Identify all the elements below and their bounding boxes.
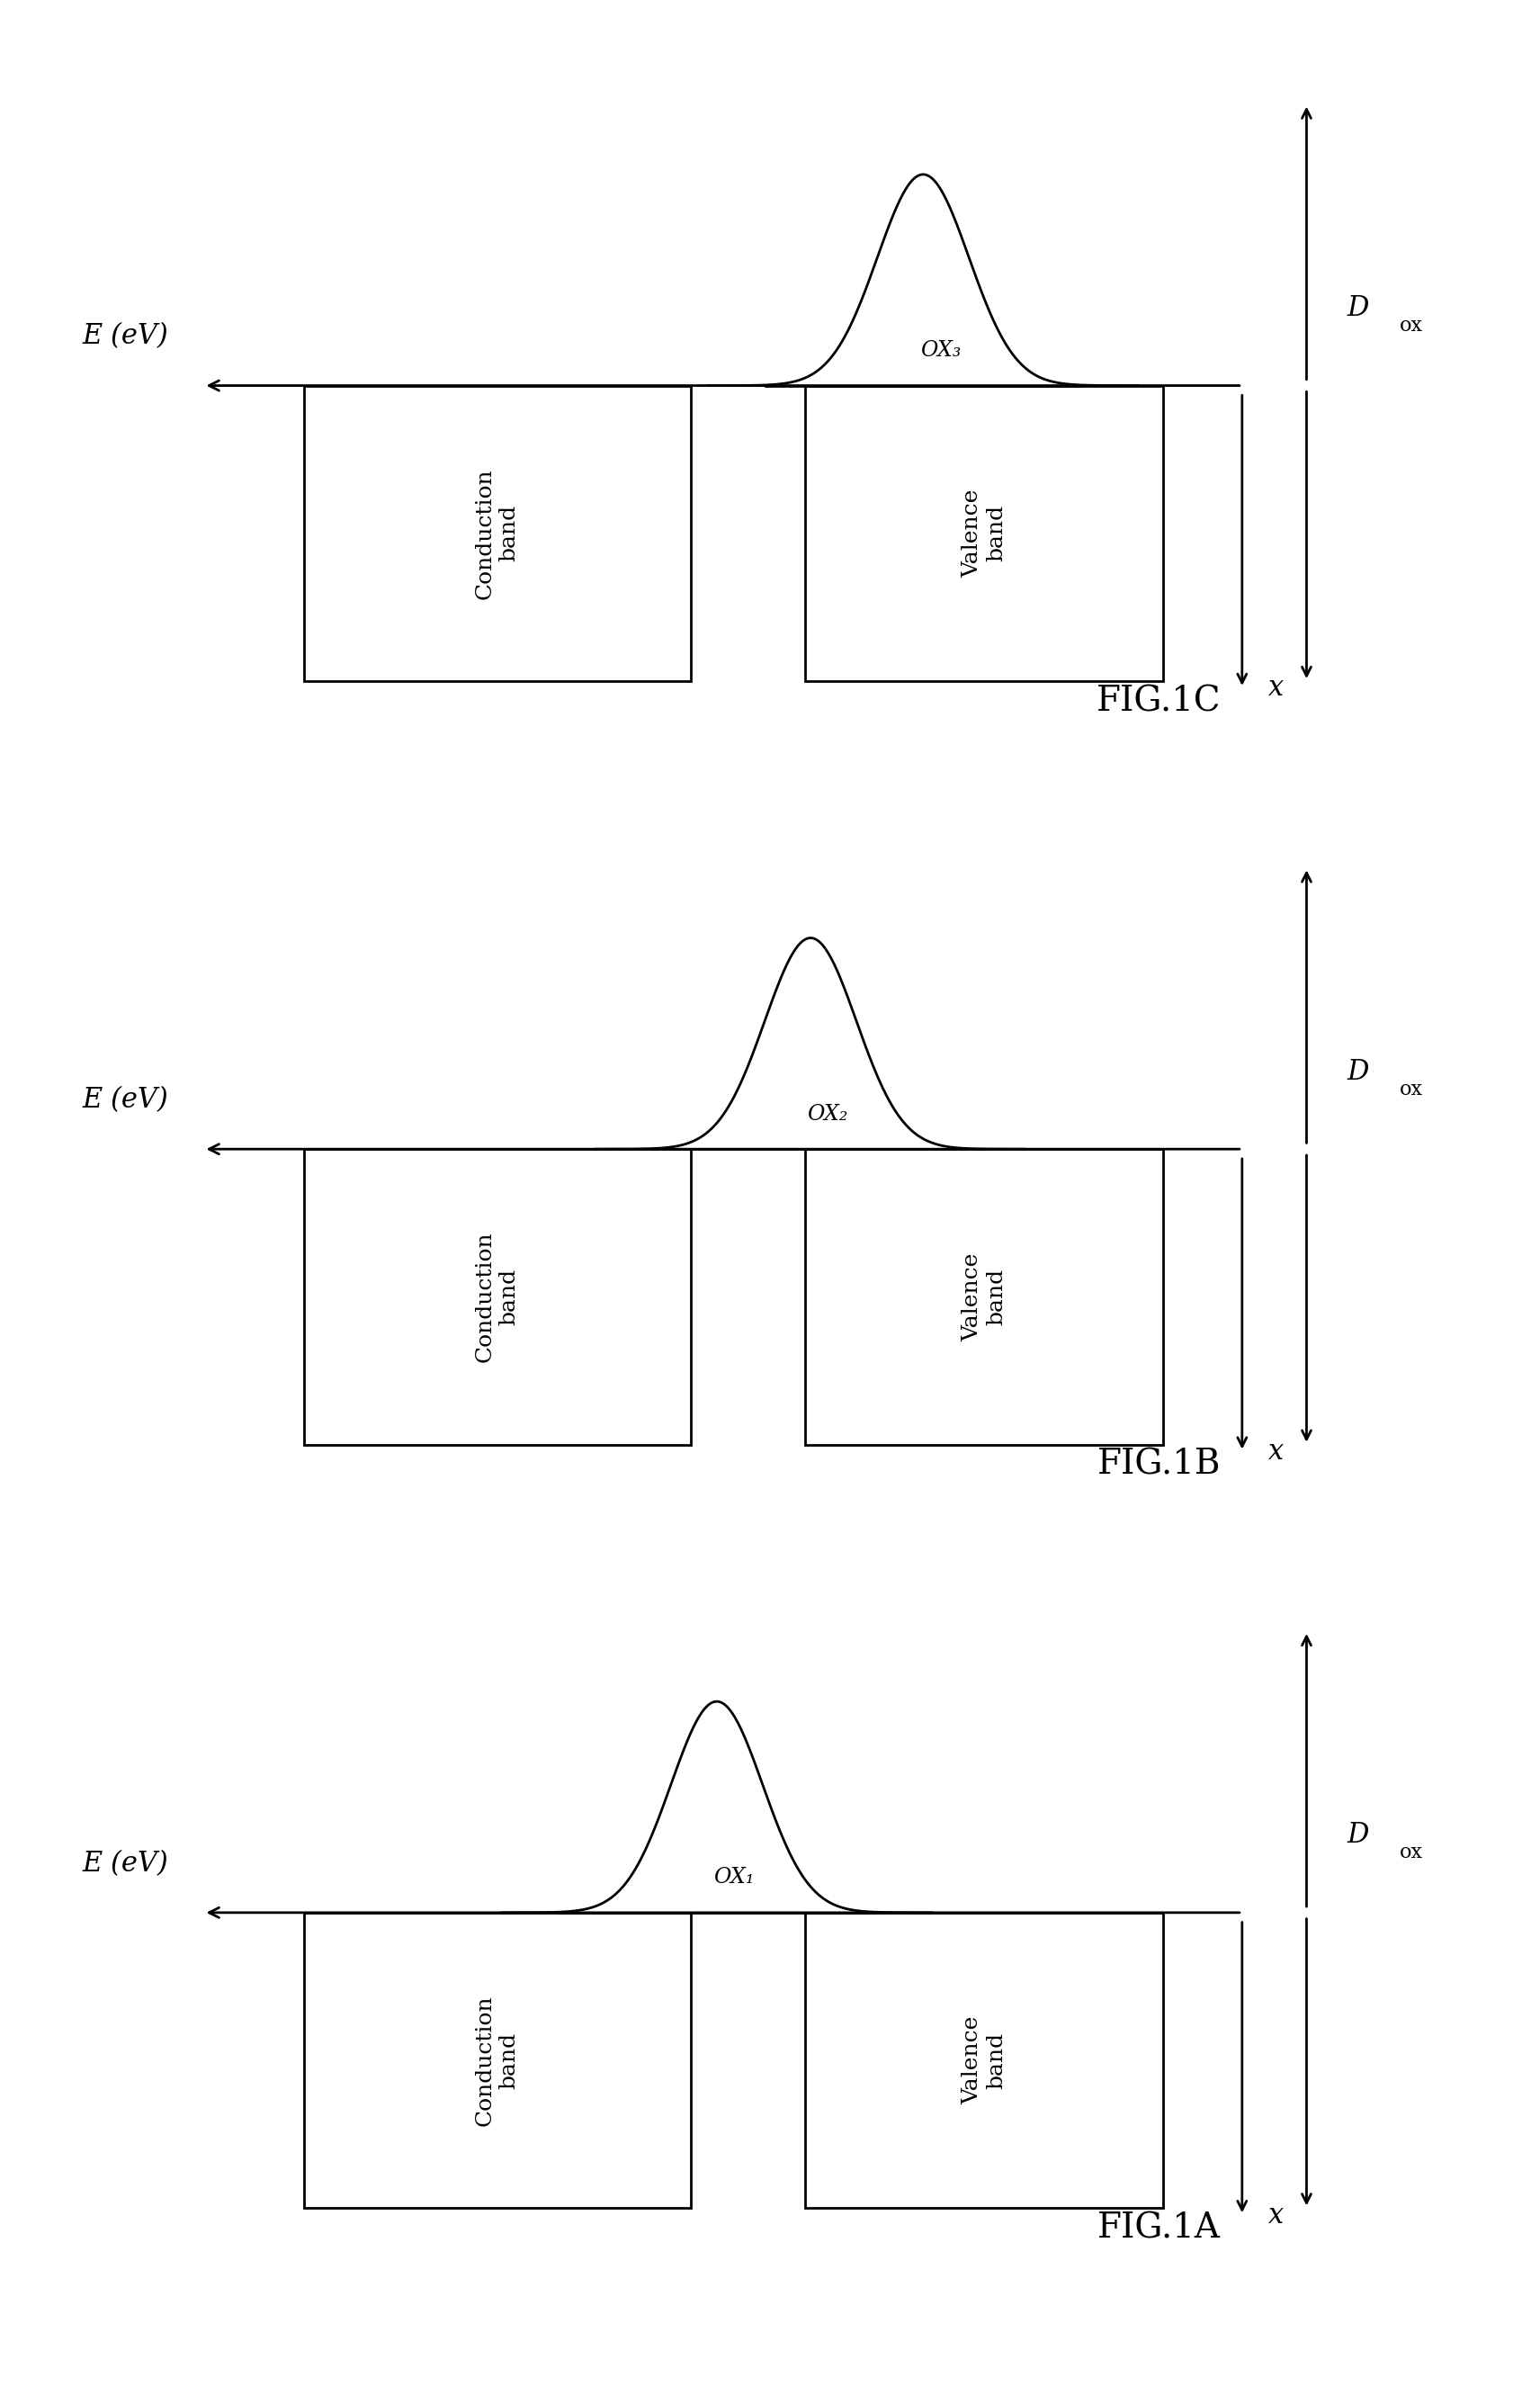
Bar: [805, 1914, 1163, 2209]
Text: FIG.1C: FIG.1C: [1096, 685, 1221, 718]
Bar: [303, 387, 690, 682]
Text: ox: ox: [1400, 1078, 1423, 1100]
Text: x: x: [1267, 675, 1283, 701]
Text: E (eV): E (eV): [82, 322, 168, 351]
Text: ox: ox: [1400, 315, 1423, 336]
Text: x: x: [1267, 1439, 1283, 1465]
Text: E (eV): E (eV): [82, 1849, 168, 1878]
Text: OX₃: OX₃: [919, 341, 961, 360]
Text: ox: ox: [1400, 1842, 1423, 1863]
Text: x: x: [1267, 2202, 1283, 2229]
Bar: [303, 1150, 690, 1444]
Text: Valence
band: Valence band: [962, 2016, 1007, 2104]
Text: Conduction
band: Conduction band: [474, 468, 519, 599]
Text: FIG.1B: FIG.1B: [1096, 1448, 1221, 1482]
Text: Valence
band: Valence band: [962, 489, 1007, 577]
Text: OX₂: OX₂: [807, 1105, 849, 1124]
Bar: [805, 1150, 1163, 1444]
Text: FIG.1A: FIG.1A: [1098, 2212, 1221, 2245]
Text: D: D: [1346, 293, 1369, 322]
Text: OX₁: OX₁: [713, 1868, 755, 1887]
Text: Conduction
band: Conduction band: [474, 1231, 519, 1362]
Text: D: D: [1346, 1057, 1369, 1086]
Bar: [303, 1914, 690, 2209]
Text: E (eV): E (eV): [82, 1086, 168, 1114]
Text: D: D: [1346, 1821, 1369, 1849]
Text: Conduction
band: Conduction band: [474, 1995, 519, 2126]
Text: Valence
band: Valence band: [962, 1253, 1007, 1341]
Bar: [805, 387, 1163, 682]
